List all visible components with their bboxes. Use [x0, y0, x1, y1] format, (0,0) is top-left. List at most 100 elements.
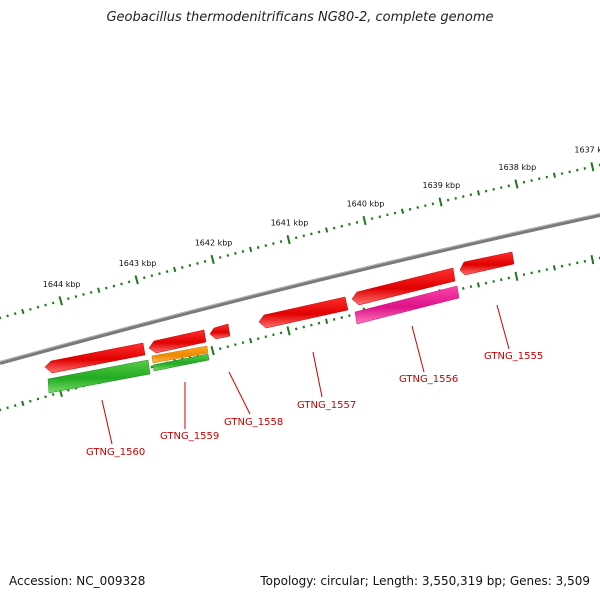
- outer-ring-tick: [438, 197, 443, 207]
- outer-ring-tick: [13, 312, 17, 316]
- outer-ring-tick: [165, 270, 169, 273]
- inner-ring-tick: [44, 395, 47, 399]
- outer-ring-tick: [446, 198, 450, 202]
- outer-ring-tick: [134, 275, 139, 285]
- outer-ring-tick: [325, 227, 329, 233]
- outer-ring-tick: [590, 162, 595, 172]
- gene-label-gtng-1556[interactable]: GTNG_1556: [399, 374, 458, 385]
- outer-ring-tick: [362, 215, 367, 226]
- label-line-gtng-1558: [228, 371, 251, 415]
- inner-ring-tick: [302, 325, 306, 329]
- inner-ring-tick: [286, 326, 291, 336]
- outer-ring-tick: [507, 184, 511, 188]
- outer-ring-tick: [431, 202, 435, 206]
- gene-label-gtng-1560[interactable]: GTNG_1560: [86, 447, 145, 458]
- outer-ring-tick: [249, 246, 253, 253]
- inner-ring-tick: [568, 263, 571, 266]
- outer-ring-tick: [210, 254, 215, 265]
- inner-ring-tick: [576, 261, 579, 265]
- inner-tick-ring: [0, 254, 600, 412]
- feature-bar-green-small: [152, 353, 210, 372]
- outer-ring-tick: [74, 295, 78, 298]
- inner-ring-tick: [538, 269, 541, 273]
- gene-arrow-gtng-1558[interactable]: [209, 323, 231, 340]
- outer-ring-tick: [256, 246, 260, 249]
- gene-label-gtng-1559[interactable]: GTNG_1559: [160, 431, 219, 442]
- gene-arrow-gtng-1556[interactable]: [351, 267, 456, 306]
- inner-ring-tick: [241, 341, 245, 345]
- inner-ring-tick: [332, 318, 336, 321]
- gene-arrow-gtng-1559[interactable]: [148, 329, 207, 354]
- gene-arrow-gtng-1555[interactable]: [459, 251, 515, 276]
- outer-ring-tick: [492, 187, 495, 191]
- inner-ring-tick: [590, 254, 595, 265]
- outer-ring-tick: [286, 235, 291, 245]
- inner-ring-tick: [6, 406, 9, 410]
- inner-ring-tick: [279, 331, 283, 335]
- scale-label-1637: 1637 kbp: [574, 146, 600, 155]
- outer-ring-tick: [462, 195, 465, 198]
- inner-ring-tick: [317, 321, 321, 325]
- inner-ring-tick: [514, 271, 519, 281]
- inner-ring-tick: [325, 318, 329, 324]
- feature-bar-magenta: [354, 285, 460, 325]
- outer-ring-tick: [370, 217, 374, 221]
- outer-ring-tick: [294, 236, 298, 240]
- inner-ring-tick: [545, 268, 549, 271]
- outer-ring-tick: [560, 172, 564, 175]
- outer-ring-tick: [173, 266, 177, 273]
- outer-ring-tick: [158, 272, 161, 276]
- inner-ring-tick: [256, 337, 260, 341]
- inner-ring-tick: [340, 316, 344, 319]
- outer-ring-tick: [127, 280, 131, 284]
- inner-ring-tick: [234, 343, 237, 347]
- inner-ring-tick: [500, 278, 503, 282]
- gene-label-gtng-1557[interactable]: GTNG_1557: [297, 400, 356, 411]
- outer-ring-tick: [218, 256, 222, 259]
- scale-label-1640: 1640 kbp: [347, 200, 385, 209]
- outer-ring-tick: [576, 168, 579, 172]
- scale-label-1641: 1641 kbp: [271, 219, 309, 228]
- outer-ring-tick: [416, 206, 419, 209]
- outer-ring-tick: [348, 222, 351, 226]
- outer-ring-tick: [393, 211, 397, 215]
- inner-ring-tick: [492, 280, 495, 283]
- inner-ring-tick: [218, 347, 222, 351]
- gene-arrow-gtng-1557[interactable]: [258, 296, 349, 329]
- outer-ring-tick: [378, 215, 381, 219]
- outer-ring-tick: [530, 179, 533, 182]
- outer-ring-tick: [89, 290, 93, 294]
- inner-ring-tick: [21, 400, 25, 407]
- outer-ring-tick: [500, 186, 503, 189]
- inner-ring-tick: [552, 265, 556, 271]
- outer-ring-tick: [355, 220, 359, 224]
- scale-label-1639: 1639 kbp: [423, 181, 461, 190]
- outer-ring-tick: [203, 260, 207, 263]
- inner-ring-tick: [348, 314, 351, 318]
- outer-ring-tick: [51, 301, 55, 305]
- accession-text: Accession: NC_009328: [9, 574, 146, 588]
- outer-ring-tick: [469, 193, 473, 197]
- outer-ring-tick: [44, 303, 47, 307]
- inner-ring-tick: [210, 346, 215, 356]
- outer-ring-tick: [340, 224, 344, 228]
- gene-label-gtng-1558[interactable]: GTNG_1558: [224, 417, 283, 428]
- outer-ring-tick: [67, 297, 70, 301]
- inner-ring-tick: [13, 404, 17, 407]
- label-line-gtng-1556: [411, 325, 425, 373]
- label-line-gtng-1555: [496, 304, 510, 350]
- gene-arrow-gtng-1560[interactable]: [44, 342, 146, 374]
- gene-label-gtng-1555[interactable]: GTNG_1555: [484, 351, 543, 362]
- genome-backbone: [0, 213, 600, 365]
- inner-ring-tick: [560, 264, 564, 268]
- outer-ring-tick: [272, 242, 275, 245]
- outer-ring-tick: [408, 207, 412, 211]
- scale-label-1643: 1643 kbp: [119, 259, 157, 268]
- outer-ring-tick: [97, 287, 101, 293]
- feature-bar-orange: [151, 345, 209, 364]
- outer-ring-tick: [188, 264, 192, 267]
- outer-ring-tick: [181, 266, 184, 269]
- inner-ring-tick: [522, 273, 526, 277]
- inner-ring-tick: [530, 271, 533, 275]
- outer-ring-tick: [386, 213, 389, 217]
